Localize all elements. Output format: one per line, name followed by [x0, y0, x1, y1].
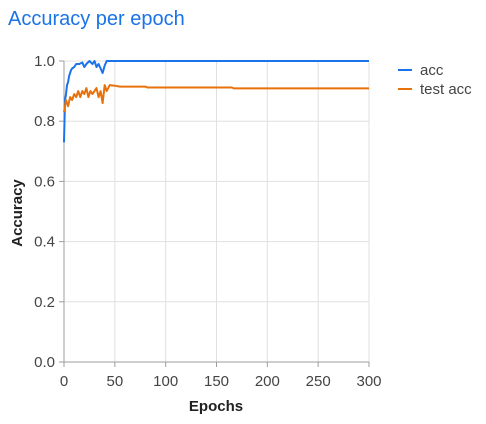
- y-axis-title: Accuracy: [9, 179, 26, 247]
- x-tick-label: 250: [306, 373, 331, 390]
- series-line-2: [63, 84, 369, 113]
- chart-title: Accuracy per epoch: [8, 8, 185, 30]
- legend-label: test acc: [420, 81, 472, 98]
- x-tick-label: 150: [204, 373, 229, 390]
- legend: acc test acc: [398, 62, 472, 98]
- y-tick-label: 0.2: [34, 294, 55, 311]
- x-tick-label: 100: [153, 373, 178, 390]
- y-tick-label: 0.8: [34, 113, 55, 130]
- y-tick-label: 0.0: [34, 354, 55, 371]
- x-tick-label: 300: [356, 373, 381, 390]
- series-lines: [63, 60, 369, 143]
- y-tick-label: 0.4: [34, 234, 55, 251]
- y-tick-label: 1.0: [34, 53, 55, 70]
- x-tick-label: 200: [255, 373, 280, 390]
- x-tick-label: 50: [106, 373, 123, 390]
- legend-label: acc: [420, 62, 444, 79]
- series-line-1: [63, 60, 369, 143]
- tick-labels: 0.0 0.2 0.4 0.6 0.8 1.0 0 50 100 150 200 250 300: [34, 53, 381, 390]
- x-tick-label: 0: [60, 373, 68, 390]
- grid: [63, 60, 370, 363]
- y-tick-label: 0.6: [34, 173, 55, 190]
- axes: [59, 60, 370, 367]
- x-axis-title: Epochs: [189, 398, 243, 415]
